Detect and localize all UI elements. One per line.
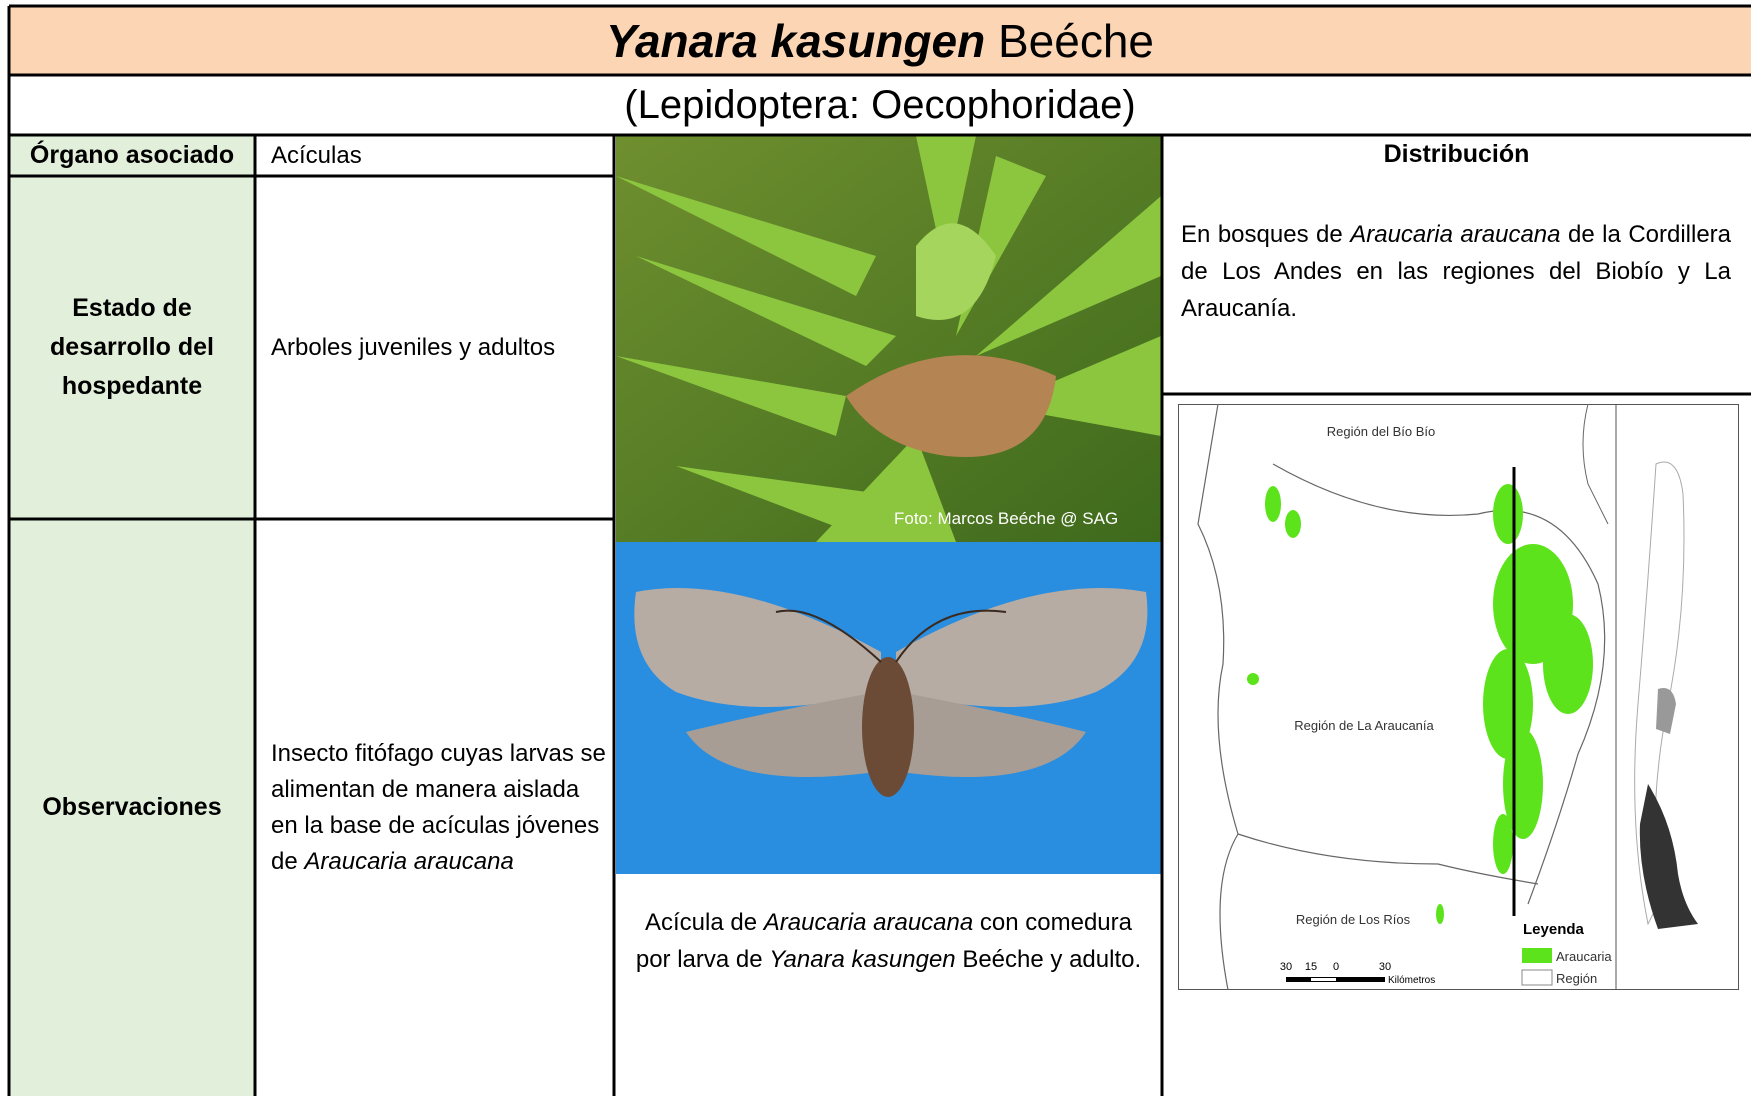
country-south	[1639, 784, 1698, 929]
label-text: Estado de desarrollo del hospedante	[50, 294, 214, 400]
row-value: Insecto fitófago cuyas larvas se aliment…	[255, 519, 614, 1096]
order: (Lepidoptera: Oecophoridae)	[624, 82, 1136, 127]
obs-text: Insecto fitófago cuyas larvas se aliment…	[271, 739, 606, 875]
region-border	[1197, 404, 1606, 990]
row-label: Órgano asociado	[9, 135, 255, 176]
legend-title: Leyenda	[1523, 921, 1585, 938]
wing	[896, 588, 1148, 707]
row-value: Acículas	[255, 135, 614, 176]
antenna	[775, 609, 1007, 663]
author: Beéche	[998, 14, 1155, 67]
borders	[7, 4, 1751, 1096]
body	[862, 657, 914, 797]
scale-label: 30	[1379, 961, 1391, 973]
legend-label: Araucaria	[1556, 949, 1612, 964]
caption-text: Beéche y adulto.	[962, 946, 1142, 973]
photo-moth	[616, 542, 1161, 874]
region-label: Región de Los Ríos	[1296, 912, 1411, 927]
wing	[634, 588, 881, 707]
dist-text: de la Cordillera de Los Andes en las reg…	[1181, 221, 1732, 322]
scale-label: 0	[1333, 961, 1339, 973]
value-text: Insecto fitófago cuyas larvas se aliment…	[271, 736, 610, 880]
caption-text: con comedura por larva de	[635, 909, 1132, 973]
scale-bar	[1311, 978, 1336, 981]
species: Yanara kasungen	[605, 14, 986, 67]
wing	[686, 692, 878, 777]
photo-needles: Foto: Marcos Beéche @ SAG	[616, 136, 1161, 542]
legend-label: Región	[1556, 971, 1597, 986]
leaf	[616, 136, 1161, 542]
map: Región del Bío Bío Región de La Araucaní…	[1178, 404, 1739, 990]
distribution-text: En bosques de Araucaria araucana de la C…	[1181, 216, 1731, 327]
photo-credit: Foto: Marcos Beéche @ SAG	[894, 509, 1118, 528]
araucaria-areas	[1247, 484, 1593, 924]
scale-label: 15	[1305, 961, 1317, 973]
distribution-title: Distribución	[1383, 140, 1530, 168]
country-highlight	[1656, 688, 1676, 734]
value-text: Acículas	[271, 141, 362, 169]
label-text: Órgano asociado	[29, 141, 235, 169]
dist-species: Araucaria araucana	[1350, 221, 1561, 248]
scale-label: 30	[1280, 961, 1292, 973]
leaf	[916, 223, 996, 320]
subtitle-row: (Lepidoptera: Oecophoridae)	[9, 75, 1751, 135]
region-border	[1582, 404, 1609, 525]
wing	[899, 692, 1086, 777]
caption-species: Araucaria araucana	[763, 909, 974, 936]
region-label: Región de La Araucanía	[1294, 718, 1434, 733]
value-text: Arboles juveniles y adultos	[271, 333, 556, 361]
scale-unit: Kilómetros	[1388, 975, 1435, 986]
row-value: Arboles juveniles y adultos	[255, 176, 614, 519]
dist-text: En bosques de	[1181, 221, 1343, 248]
caption-text: Acícula de	[645, 909, 758, 936]
label-text: Observaciones	[42, 793, 222, 821]
region-label: Región del Bío Bío	[1327, 424, 1435, 439]
legend-swatch	[1521, 969, 1553, 986]
caption-species: Yanara kasungen	[769, 946, 956, 973]
obs-species: Araucaria araucana	[304, 847, 514, 875]
legend-swatch	[1522, 948, 1552, 963]
row-label: Observaciones	[9, 519, 255, 1096]
row-label: Estado de desarrollo del hospedante	[9, 176, 255, 519]
title-row: Yanara kasungen Beéche	[9, 6, 1751, 75]
photo-caption: Acícula de Araucaria araucana con comedu…	[616, 904, 1161, 978]
damage	[846, 355, 1056, 457]
